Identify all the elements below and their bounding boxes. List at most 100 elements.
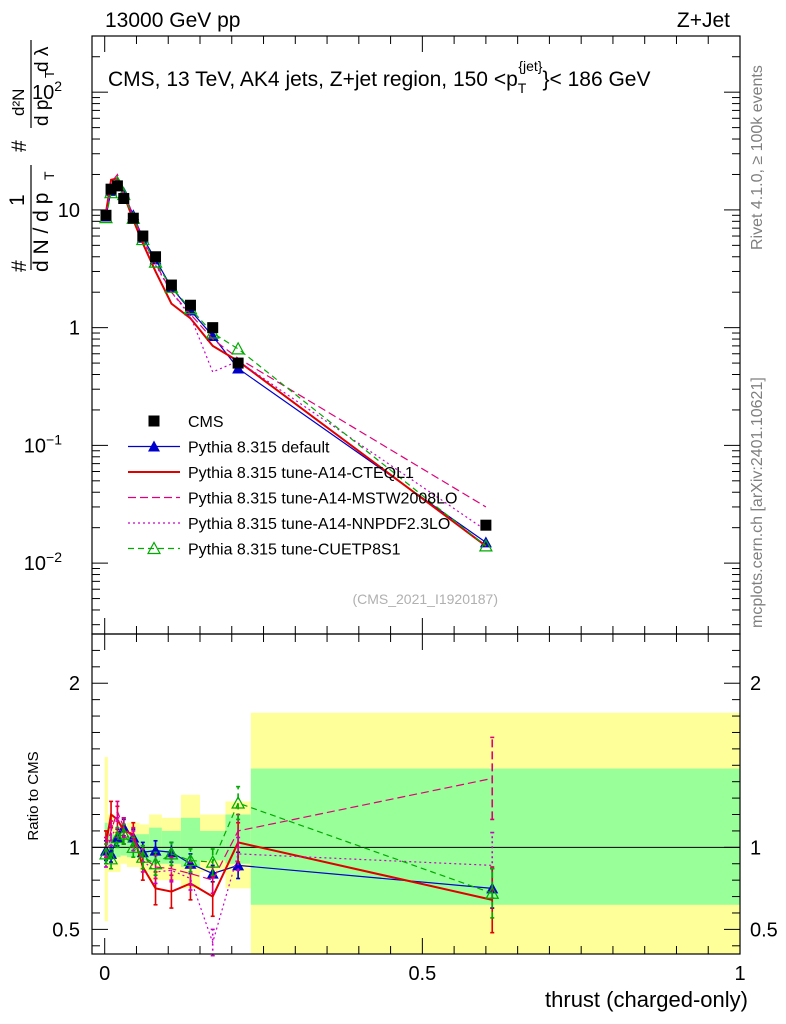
ratio-series-pythia-8-315-tune-cuetp8s1 (98, 785, 500, 919)
ratio-band-green (120, 837, 127, 856)
ylabel-dp: d p (32, 100, 53, 126)
legend-label-pythia-8-315-default: Pythia 8.315 default (188, 440, 330, 457)
main-point-cms (480, 519, 492, 531)
ratio-ytick-label-right: 0.5 (750, 919, 778, 941)
main-ytick-exponent: 2 (54, 78, 62, 94)
legend-marker-pythia-8-315-default (148, 440, 160, 452)
main-point-pythia-8-315-tune-cuetp8s1 (231, 341, 246, 355)
ratio-point-pythia-8-315-tune-cuetp8s1 (110, 830, 125, 844)
legend-item-pythia-8-315-tune-a14-nnpdf2-3lo: Pythia 8.315 tune-A14-NNPDF2.3LO (128, 516, 450, 533)
ratio-ylabel: Ratio to CMS (25, 751, 42, 840)
main-point-cms (150, 251, 162, 263)
ratio-point-pythia-8-315-tune-cuetp8s1 (116, 826, 131, 840)
legend-label-pythia-8-315-tune-a14-cteql1: Pythia 8.315 tune-A14-CTEQL1 (188, 465, 414, 482)
main-series-pythia-8-315-tune-a14-mstw2008lo (105, 173, 487, 508)
ratio-axis-ticks: 0.5 0.51 12 20 0.5 1 (52, 634, 778, 985)
ratio-line-pythia-8-315-tune-a14-cteql1 (104, 812, 493, 901)
main-ytick-base: 10 (24, 435, 46, 457)
legend-label-pythia-8-315-tune-a14-nnpdf2-3lo: Pythia 8.315 tune-A14-NNPDF2.3LO (188, 516, 450, 533)
header-right: Z+Jet (677, 9, 730, 32)
ratio-band-green (180, 817, 200, 868)
ratio-line-pythia-8-315-tune-a14-nnpdf2-3lo (105, 826, 493, 945)
main-ytick-exponent: −1 (46, 431, 62, 447)
title-subscript: T (518, 80, 527, 96)
main-point-cms (105, 183, 117, 195)
legend-item-pythia-8-315-tune-a14-mstw2008lo: Pythia 8.315 tune-A14-MSTW2008LO (128, 491, 457, 508)
main-ylabel: # 1 d N / d p T # d²N d p T d λ (6, 40, 57, 272)
main-ytick-label: 10−2 (24, 549, 62, 575)
title-suffix: }< 186 GeV (542, 68, 650, 91)
main-point-cms (232, 357, 244, 369)
ratio-point-pythia-8-315-tune-cuetp8s1 (104, 851, 119, 865)
main-ytick-base: 10 (32, 82, 54, 104)
main-ytick-label: 102 (32, 78, 62, 104)
ratio-band-green (250, 768, 740, 905)
main-line-pythia-8-315-tune-a14-mstw2008lo (105, 173, 487, 508)
main-point-cms (137, 230, 149, 242)
header-left: 13000 GeV pp (105, 9, 240, 32)
mcplots-site-label: mcplots.cern.ch [arXiv:2401.10621] (749, 377, 766, 628)
main-ytick-label: 1 (69, 318, 80, 340)
ratio-ytick-label-right: 2 (750, 673, 761, 695)
main-point-cms (207, 322, 219, 334)
main-point-cms (165, 279, 177, 291)
main-ytick-label: 10 (58, 200, 80, 222)
legend-label-pythia-8-315-tune-a14-mstw2008lo: Pythia 8.315 tune-A14-MSTW2008LO (188, 491, 457, 508)
legend-item-pythia-8-315-tune-cuetp8s1: Pythia 8.315 tune-CUETP8S1 (128, 541, 401, 559)
main-point-cms (100, 209, 112, 221)
legend-label-cms: CMS (188, 414, 224, 431)
ratio-ytick-label: 0.5 (52, 919, 80, 941)
ratio-series (98, 736, 500, 957)
main-series (98, 173, 493, 552)
ylabel-T: T (41, 171, 57, 180)
ratio-point-pythia-8-315-tune-cuetp8s1 (485, 886, 500, 899)
main-ytick-label: 10−1 (24, 431, 62, 457)
legend-item-pythia-8-315-tune-a14-cteql1: Pythia 8.315 tune-A14-CTEQL1 (128, 465, 414, 482)
main-series-cms (100, 180, 492, 531)
ratio-point-pythia-8-315-tune-cuetp8s1 (164, 846, 179, 860)
ylabel-dlambda: d λ (32, 46, 53, 72)
ratio-uncertainty-bands (104, 712, 740, 954)
ratio-point-pythia-8-315-tune-cuetp8s1 (148, 856, 163, 870)
main-line-pythia-8-315-default (105, 181, 487, 543)
legend-item-pythia-8-315-default: Pythia 8.315 default (128, 440, 330, 457)
ratio-xtick-label: 0 (99, 963, 110, 985)
ylabel-one: 1 (6, 194, 29, 206)
main-point-cms (118, 192, 130, 204)
main-point-cms (127, 212, 139, 224)
ratio-ytick-label-right: 1 (750, 837, 761, 859)
ratio-frame (91, 633, 741, 955)
x-axis-label: thrust (charged-only) (545, 987, 748, 1012)
ratio-point-pythia-8-315-tune-cuetp8s1 (98, 846, 113, 860)
ratio-line-pythia-8-315-tune-cuetp8s1 (105, 802, 493, 894)
plot-title: CMS, 13 TeV, AK4 jets, Z+jet region, 150… (108, 58, 650, 96)
ylabel-hash: # (8, 260, 31, 272)
legend: CMS Pythia 8.315 default Pythia 8.315 tune… (128, 414, 457, 559)
legend-label-pythia-8-315-tune-cuetp8s1: Pythia 8.315 tune-CUETP8S1 (188, 542, 401, 559)
legend-marker-cms (148, 415, 160, 427)
main-point-pythia-8-315-tune-cuetp8s1 (478, 538, 493, 552)
main-point-cms (184, 299, 196, 311)
ratio-panel: 0.5 0.51 12 20 0.5 1 Ratio to CMS (25, 633, 778, 985)
title-prefix: CMS, 13 TeV, AK4 jets, Z+jet region, 150… (108, 68, 518, 91)
ratio-xtick-label: 1 (734, 963, 745, 985)
title-superscript: {jet} (518, 58, 542, 74)
ylabel-d2N: d²N (9, 89, 28, 116)
main-ytick-exponent: −2 (46, 549, 62, 565)
ratio-point-pythia-8-315-default (149, 844, 162, 856)
ratio-point-pythia-8-315-tune-cuetp8s1 (126, 840, 141, 853)
ratio-point-pythia-8-315-tune-cuetp8s1 (183, 853, 198, 867)
ratio-point-pythia-8-315-tune-cuetp8s1 (205, 854, 220, 868)
ylabel-hash2: # (8, 140, 31, 152)
ratio-ytick-label: 1 (69, 837, 80, 859)
ratio-point-pythia-8-315-tune-cuetp8s1 (135, 849, 150, 863)
legend-marker-pythia-8-315-tune-cuetp8s1 (146, 541, 162, 555)
ratio-ytick-label: 2 (69, 673, 80, 695)
ylabel-T2: T (42, 70, 57, 78)
analysis-id: (CMS_2021_I1920187) (352, 591, 498, 607)
main-ytick-base: 10 (24, 553, 46, 575)
main-point-cms (111, 180, 123, 192)
